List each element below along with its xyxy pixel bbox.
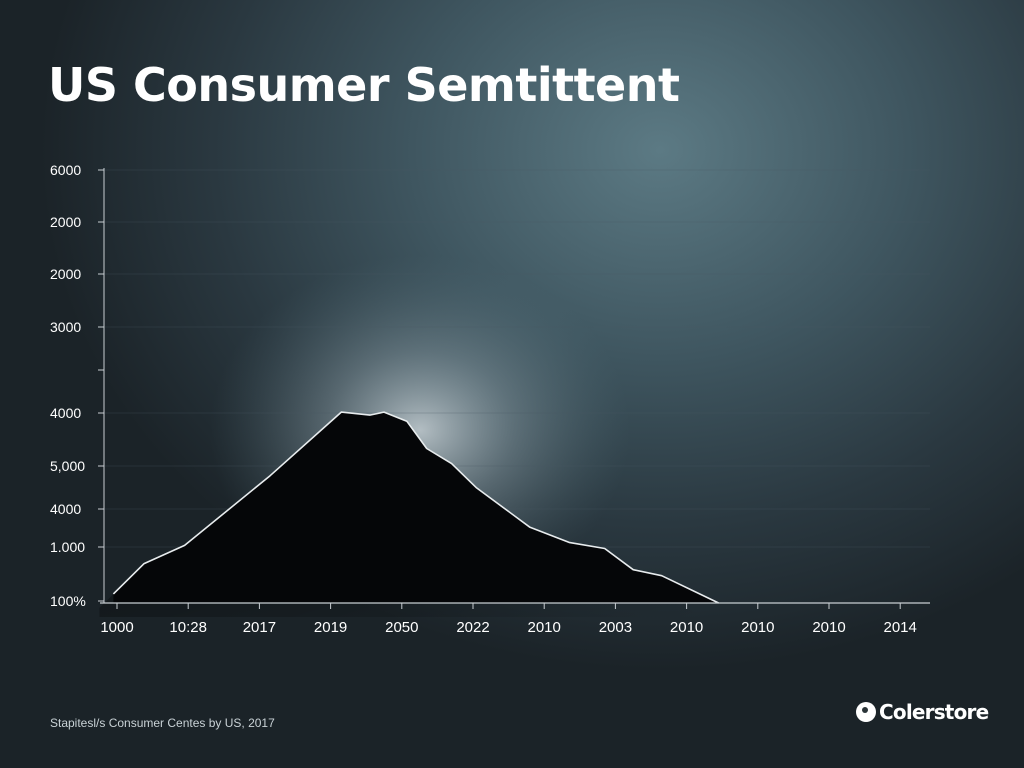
y-tick-label: 100% — [50, 593, 86, 609]
y-tick-label: 1.000 — [50, 539, 85, 555]
y-tick-label: 2000 — [50, 214, 81, 230]
x-tick-label: 2010 — [670, 619, 703, 636]
y-tick-label: 5,000 — [50, 458, 85, 474]
x-tick-label: 2003 — [599, 619, 632, 636]
x-tick-label: 1000 — [100, 619, 133, 636]
x-tick-label: 2050 — [385, 619, 418, 636]
y-tick-label: 4000 — [50, 501, 81, 517]
y-axis-ticks: 6000 2000 2000 3000 4000 5,000 4000 1.000 100% — [50, 162, 104, 609]
source-note: Stapitesl/s Consumer Centes by US, 2017 — [50, 716, 275, 730]
area-fill — [113, 412, 719, 603]
x-tick-label: 2017 — [243, 619, 276, 636]
y-tick-label: 2000 — [50, 266, 81, 282]
x-axis-ticks: 1000 10:28 2017 2019 2050 2022 2010 2003 2010 201… — [100, 603, 917, 636]
area-outline — [112, 411, 719, 604]
x-tick-label: 2010 — [528, 619, 561, 636]
brand-logo: Colerstore — [856, 700, 989, 724]
x-tick-label: 2022 — [456, 619, 489, 636]
x-tick-label: 2010 — [741, 619, 774, 636]
y-tick-label: 4000 — [50, 405, 81, 421]
y-tick-label: 6000 — [50, 162, 81, 178]
y-tick-label: 3000 — [50, 319, 81, 335]
x-tick-label: 10:28 — [169, 619, 207, 636]
x-tick-label: 2014 — [884, 619, 917, 636]
chart-title: US Consumer Semtittent — [48, 58, 680, 112]
x-tick-label: 2019 — [314, 619, 347, 636]
brand-logo-icon — [856, 702, 876, 722]
area-series — [99, 411, 719, 617]
x-tick-label: 2010 — [812, 619, 845, 636]
brand-name: Colerstore — [879, 700, 989, 724]
grid-lines — [104, 169, 930, 548]
